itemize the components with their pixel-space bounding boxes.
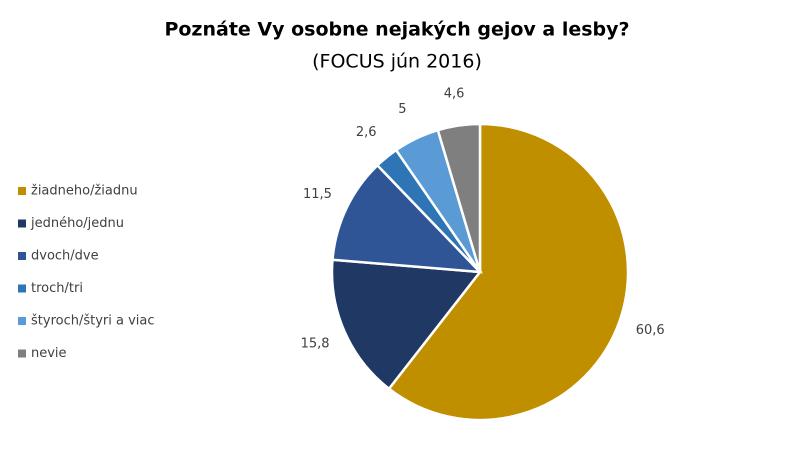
legend-label: nevie (31, 346, 67, 361)
legend-swatch (18, 317, 26, 325)
legend-swatch (18, 349, 26, 358)
pie-slice (330, 258, 483, 391)
pie-slice (331, 163, 484, 274)
pie-slice (387, 122, 630, 422)
data-label: 4,6 (444, 86, 465, 101)
legend-label: štyroch/štyri a viac (31, 314, 155, 329)
legend-label: dvoch/dve (31, 249, 99, 264)
legend-label: troch/tri (31, 281, 83, 296)
pie-slice (436, 122, 482, 273)
data-label: 60,6 (636, 323, 665, 338)
data-label: 5 (398, 102, 406, 117)
data-label: 15,8 (301, 337, 330, 352)
data-label: 11,5 (303, 187, 332, 202)
legend-label: žiadneho/žiadnu (31, 184, 138, 199)
legend-swatch (18, 284, 26, 293)
chart-subtitle: (FOCUS jún 2016) (312, 51, 482, 73)
legend-label: jedného/jednu (30, 216, 124, 231)
legend-swatch (18, 219, 26, 228)
legend-swatch (18, 187, 26, 195)
data-label: 2,6 (356, 125, 377, 140)
legend-swatch (18, 252, 26, 260)
chart-title: Poznáte Vy osobne nejakých gejov a lesby… (164, 19, 629, 41)
